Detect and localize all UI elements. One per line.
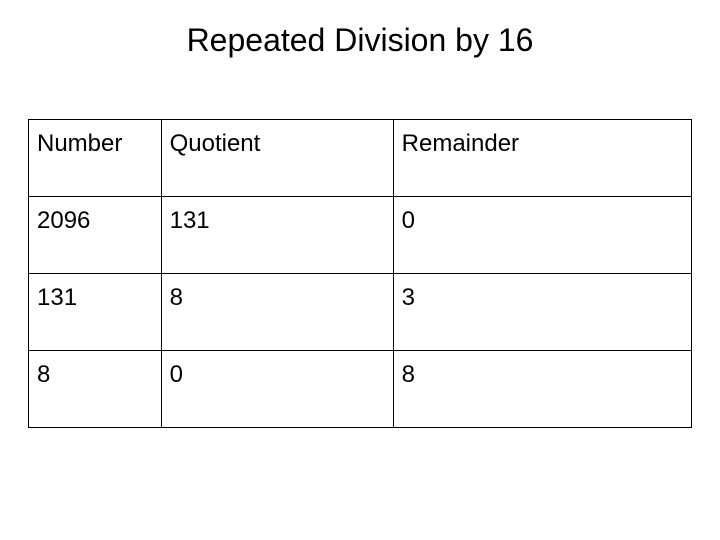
cell-quotient: 8 — [161, 274, 393, 351]
division-table: Number Quotient Remainder 2096 131 0 131… — [28, 119, 692, 428]
header-cell-quotient: Quotient — [161, 120, 393, 197]
cell-quotient: 0 — [161, 351, 393, 428]
division-table-container: Number Quotient Remainder 2096 131 0 131… — [0, 119, 720, 428]
header-cell-number: Number — [29, 120, 162, 197]
header-cell-remainder: Remainder — [393, 120, 691, 197]
table-row: 8 0 8 — [29, 351, 692, 428]
cell-number: 8 — [29, 351, 162, 428]
table-header-row: Number Quotient Remainder — [29, 120, 692, 197]
page-title: Repeated Division by 16 — [0, 0, 720, 119]
cell-quotient: 131 — [161, 197, 393, 274]
cell-number: 2096 — [29, 197, 162, 274]
table-row: 2096 131 0 — [29, 197, 692, 274]
table-row: 131 8 3 — [29, 274, 692, 351]
cell-remainder: 8 — [393, 351, 691, 428]
cell-remainder: 3 — [393, 274, 691, 351]
cell-number: 131 — [29, 274, 162, 351]
cell-remainder: 0 — [393, 197, 691, 274]
